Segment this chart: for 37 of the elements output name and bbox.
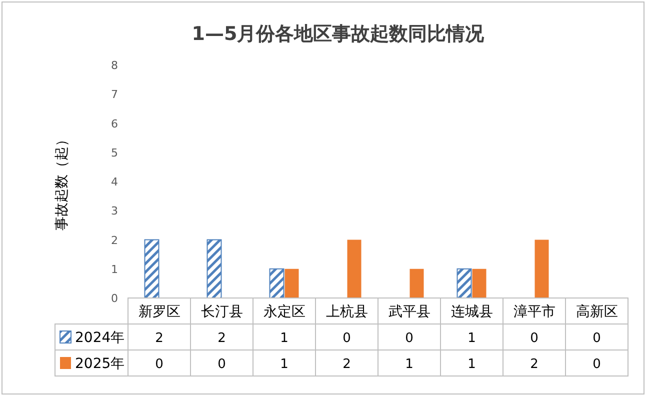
data-label: 2: [218, 331, 226, 346]
data-label: 2: [342, 357, 351, 372]
x-tick-label: 长汀县: [200, 304, 243, 320]
data-label: 0: [342, 331, 351, 346]
x-tick-label: 上杭县: [326, 304, 368, 320]
y-tick-label: 2: [111, 234, 118, 247]
y-tick-label: 5: [111, 146, 118, 160]
data-label: 2: [155, 331, 164, 346]
data-label: 1: [280, 357, 288, 372]
data-label: 0: [218, 357, 226, 372]
x-tick-label: 漳平市: [513, 304, 556, 320]
y-tick-label: 4: [111, 176, 118, 188]
data-label: 0: [592, 331, 601, 346]
data-label: 0: [155, 357, 164, 372]
y-tick-label: 7: [111, 88, 118, 102]
data-label: 1: [405, 357, 414, 372]
x-tick-label: 连城县: [450, 304, 493, 320]
y-tick-label: 0: [111, 292, 118, 305]
y-axis-title: 事故起数（起）: [54, 132, 70, 230]
x-tick-label: 新罗区: [138, 304, 180, 320]
data-label: 0: [405, 331, 414, 346]
data-label: 1: [468, 357, 476, 372]
y-tick-label: 6: [111, 117, 118, 130]
y-tick-label: 1: [111, 262, 118, 276]
legend-label: 2024年: [75, 330, 125, 346]
y-tick-label: 3: [111, 204, 118, 218]
data-label: 1: [280, 331, 288, 346]
chart-title: 1—5月份各地区事故起数同比情况: [192, 23, 486, 45]
x-tick-label: 武平县: [388, 304, 430, 320]
legend-label: 2025年: [75, 356, 125, 372]
data-label: 0: [592, 357, 601, 372]
y-tick-label: 8: [111, 59, 118, 72]
x-tick-label: 永定区: [263, 304, 306, 320]
data-label: 2: [530, 357, 538, 372]
data-label: 1: [468, 331, 476, 346]
x-tick-label: 高新区: [576, 304, 618, 320]
data-label: 0: [530, 331, 538, 346]
